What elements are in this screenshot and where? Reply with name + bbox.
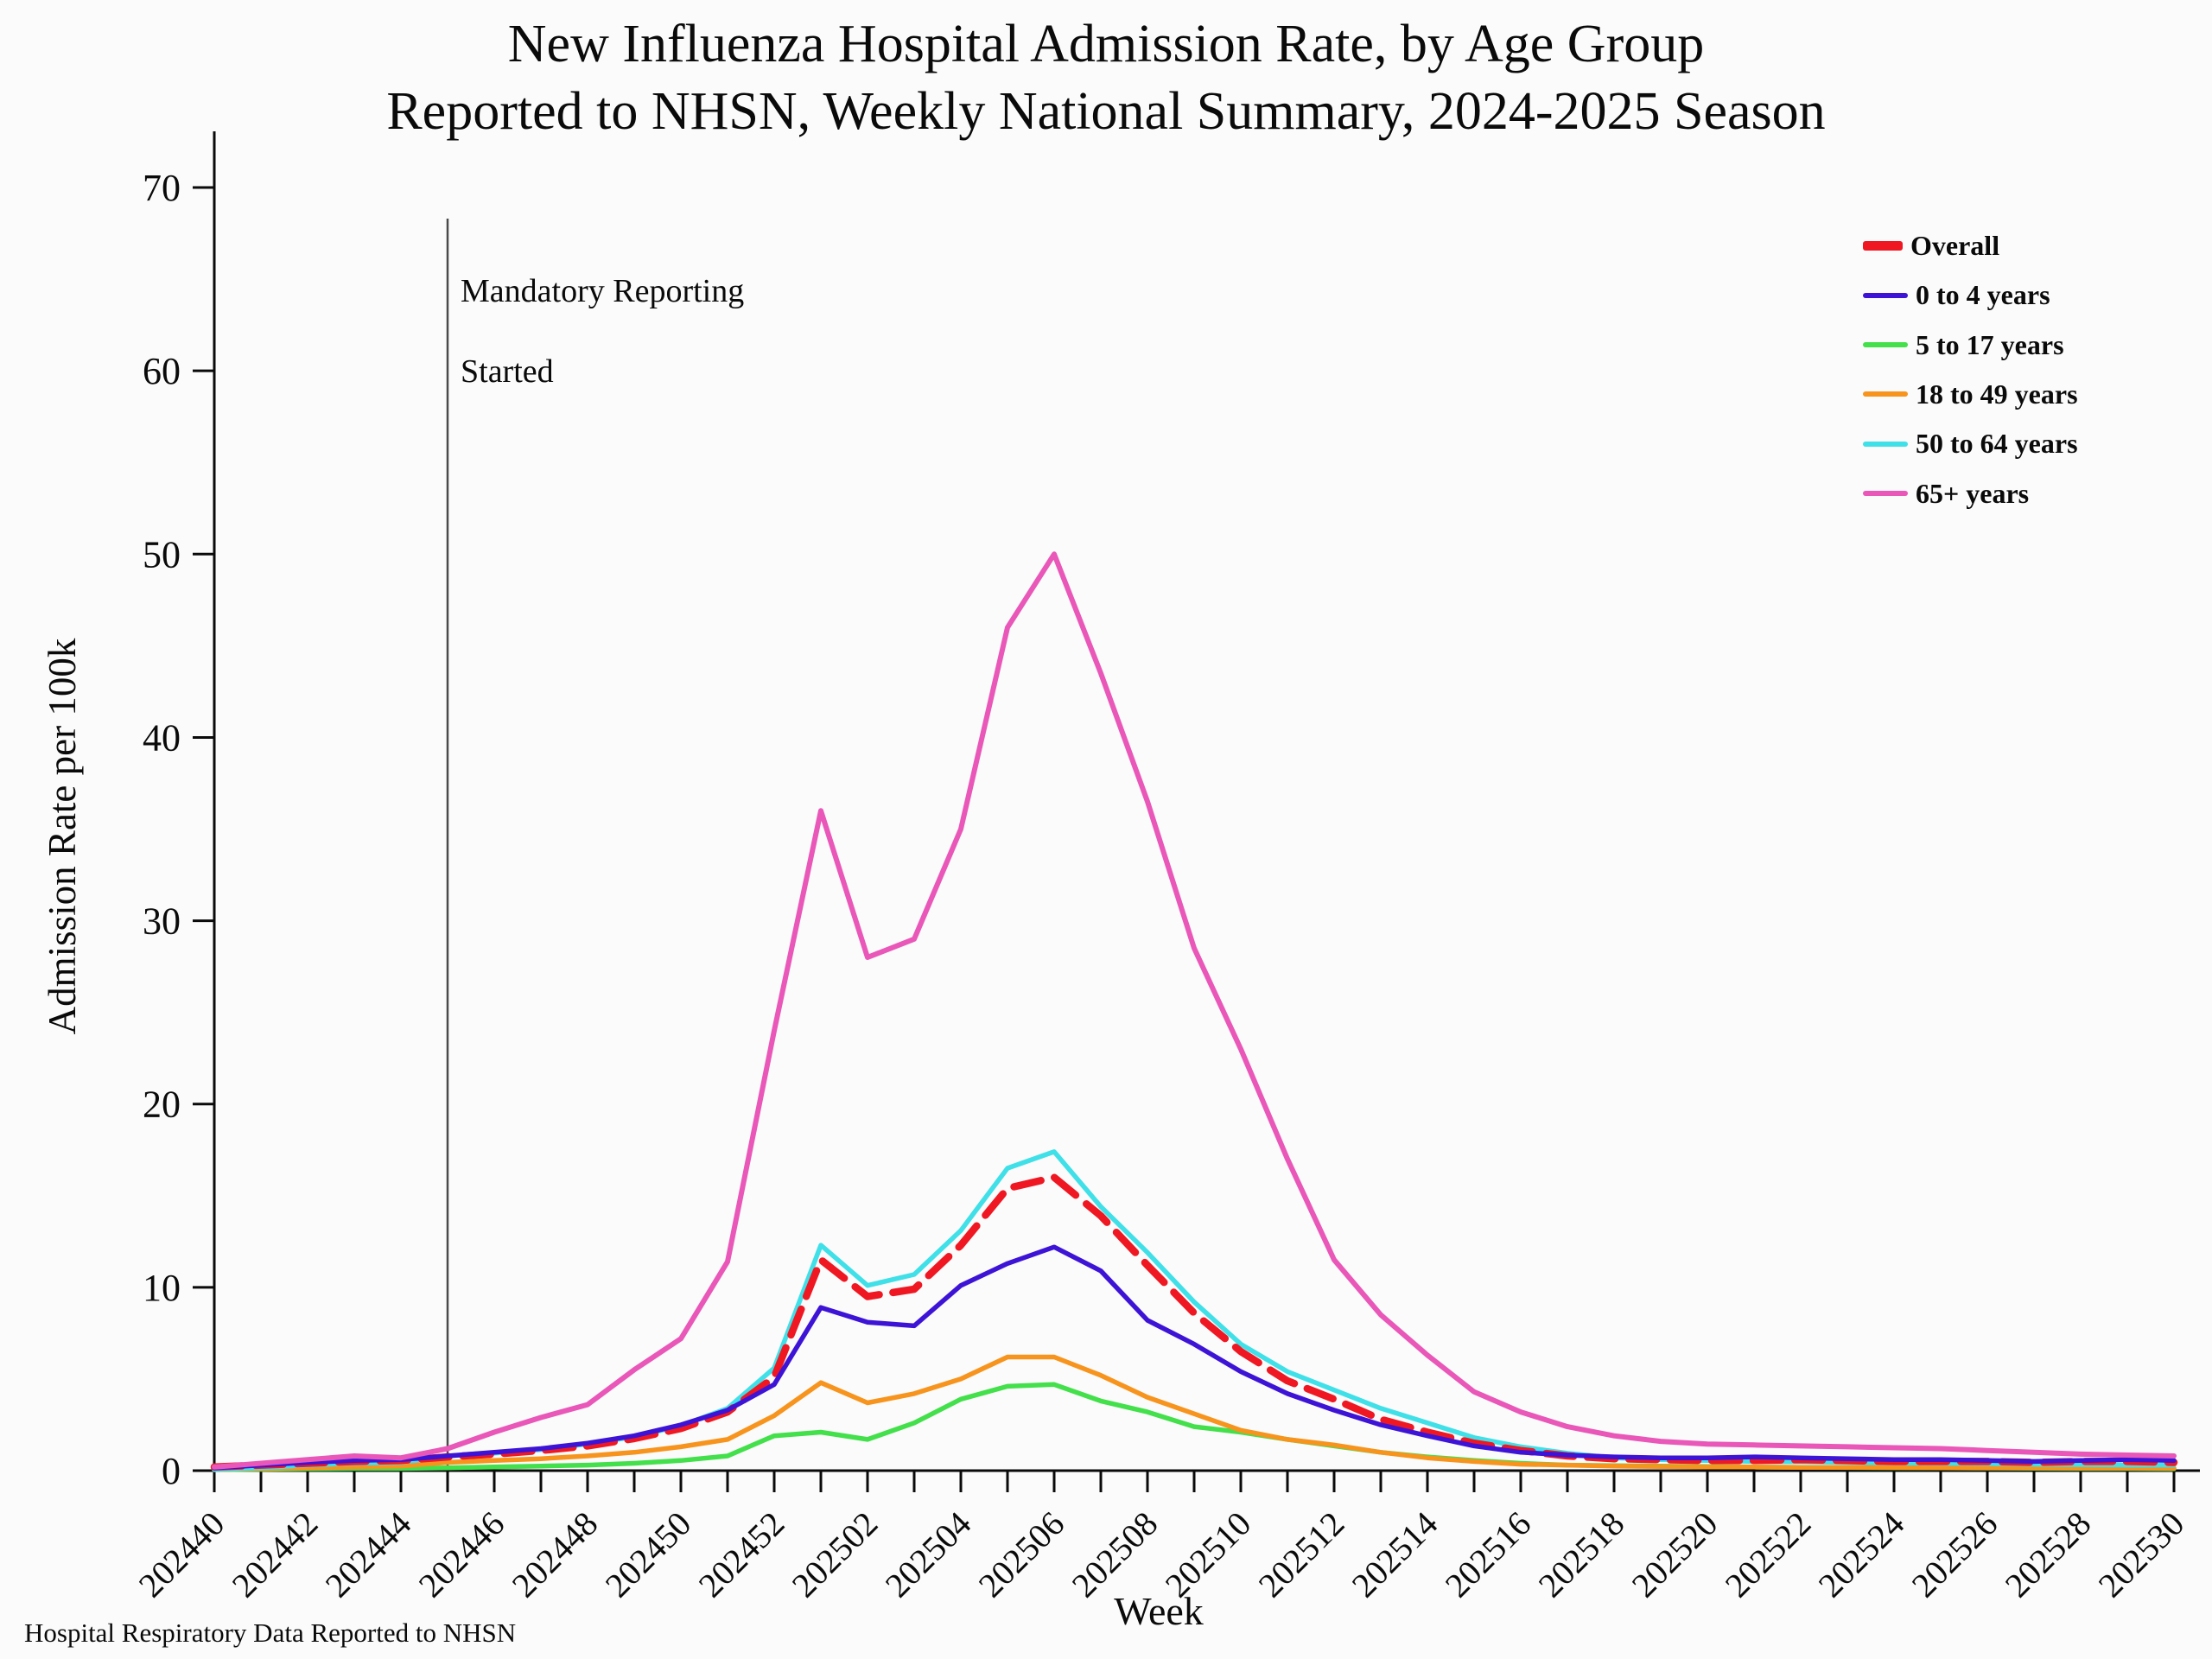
legend-swatch-line xyxy=(1863,292,1908,298)
y-axis-tick-label: 60 xyxy=(143,350,181,392)
legend-swatch-line xyxy=(1863,441,1908,447)
series-line-0-to-4-years xyxy=(212,1244,2177,1471)
legend-swatch-line xyxy=(1863,491,1908,496)
legend-swatch-line xyxy=(1863,342,1908,348)
legend-label: 18 to 49 years xyxy=(1916,378,2078,410)
x-axis-tick-label: 202452 xyxy=(691,1504,792,1605)
x-axis-tick-label: 202504 xyxy=(878,1504,979,1605)
legend-item-65-years: 65+ years xyxy=(1863,478,2029,510)
legend-label: Overall xyxy=(1910,230,2000,261)
legend-item-18-to-49-years: 18 to 49 years xyxy=(1863,378,2078,410)
x-axis-tick-label: 202444 xyxy=(318,1504,419,1605)
y-axis-tick-label: 50 xyxy=(143,533,181,575)
x-axis-tick-label: 202440 xyxy=(131,1504,232,1605)
legend-item-0-to-4-years: 0 to 4 years xyxy=(1863,279,2050,311)
y-axis-tick-label: 30 xyxy=(143,900,181,943)
legend-item-50-to-64-years: 50 to 64 years xyxy=(1863,428,2078,460)
legend-item-overall: Overall xyxy=(1863,230,1999,262)
y-axis-tick-label: 40 xyxy=(143,716,181,759)
y-axis-title: Admission Rate per 100k xyxy=(41,638,84,1035)
series-line-18-to-49-years xyxy=(212,1354,2177,1472)
x-axis-tick-label: 202446 xyxy=(411,1504,512,1605)
x-axis-title: Week xyxy=(1114,1589,1204,1633)
x-axis-tick-label: 202530 xyxy=(2091,1504,2192,1605)
y-axis-tick-label: 20 xyxy=(143,1084,181,1126)
x-axis-tick-label: 202442 xyxy=(225,1504,326,1605)
legend-item-5-to-17-years: 5 to 17 years xyxy=(1863,329,2064,361)
y-axis-tick-label: 10 xyxy=(143,1267,181,1309)
annotation-line2: Started xyxy=(461,353,554,391)
chart-title: New Influenza Hospital Admission Rate, b… xyxy=(0,17,2212,138)
legend-label: 50 to 64 years xyxy=(1916,428,2078,460)
y-axis-tick-label: 0 xyxy=(162,1450,181,1492)
x-axis-tick-label: 202522 xyxy=(1718,1504,1819,1605)
x-axis-tick-label: 202520 xyxy=(1624,1504,1726,1605)
x-axis-tick-label: 202526 xyxy=(1904,1504,2005,1605)
series-line-65-years xyxy=(212,551,2177,1470)
legend-label: 65+ years xyxy=(1916,477,2030,509)
x-axis-tick-label: 202518 xyxy=(1531,1504,1632,1605)
footer-source-note: Hospital Respiratory Data Reported to NH… xyxy=(24,1618,517,1648)
x-axis-tick-label: 202512 xyxy=(1251,1504,1352,1605)
legend-label: 0 to 4 years xyxy=(1916,279,2050,311)
x-axis-tick-label: 202514 xyxy=(1344,1504,1446,1605)
mandatory-reporting-annotation: Mandatory Reporting Started xyxy=(461,232,744,432)
x-axis-tick-label: 202448 xyxy=(505,1504,606,1605)
x-axis-tick-label: 202524 xyxy=(1811,1504,1912,1605)
y-axis-tick-label: 70 xyxy=(143,167,181,209)
chart-title-line1: New Influenza Hospital Admission Rate, b… xyxy=(507,15,1705,73)
legend-label: 5 to 17 years xyxy=(1916,328,2064,360)
x-axis-tick-label: 202506 xyxy=(971,1504,1072,1605)
chart-title-line2: Reported to NHSN, Weekly National Summar… xyxy=(386,82,1826,141)
x-axis-tick-label: 202502 xyxy=(785,1504,886,1605)
series-line-overall xyxy=(210,1173,2178,1471)
x-axis-tick-label: 202450 xyxy=(598,1504,699,1605)
legend-swatch-overall-dash xyxy=(1863,241,1903,251)
x-axis-tick-label: 202516 xyxy=(1438,1504,1539,1605)
x-axis-tick-label: 202528 xyxy=(1998,1504,2099,1605)
legend-swatch-line xyxy=(1863,391,1908,397)
annotation-line1: Mandatory Reporting xyxy=(461,273,745,310)
